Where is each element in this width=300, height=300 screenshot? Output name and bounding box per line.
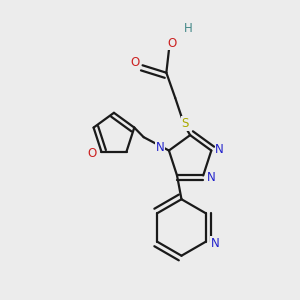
Text: O: O (130, 56, 140, 69)
Text: N: N (207, 171, 216, 184)
Text: H: H (184, 22, 193, 34)
Text: O: O (88, 147, 97, 161)
Text: N: N (211, 237, 219, 250)
Text: N: N (215, 142, 224, 156)
Text: O: O (167, 37, 176, 50)
Text: S: S (182, 117, 189, 130)
Text: N: N (156, 141, 164, 154)
